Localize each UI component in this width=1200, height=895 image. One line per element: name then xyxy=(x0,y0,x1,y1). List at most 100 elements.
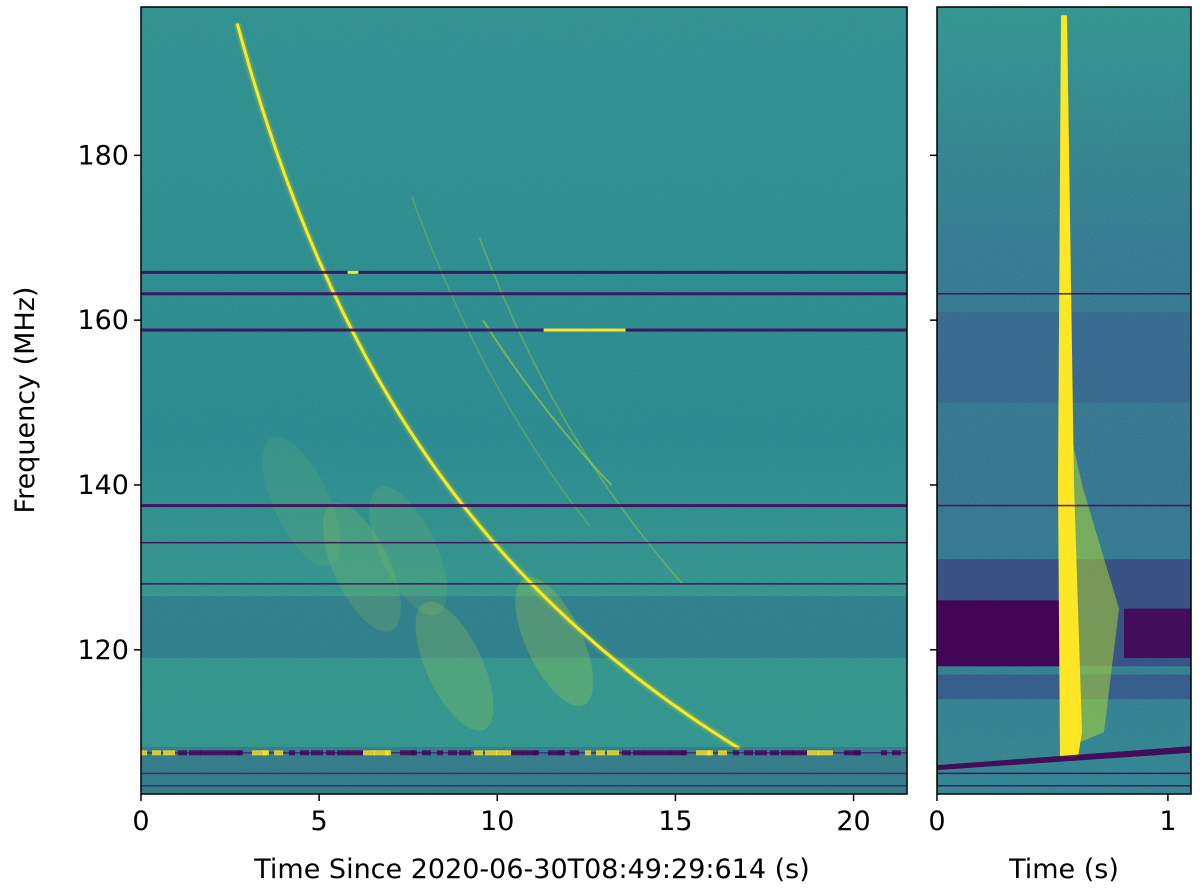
rfi-bottom-pixel xyxy=(755,750,767,756)
faint-sweep xyxy=(410,196,591,527)
rfi-bottom-pixel xyxy=(670,750,685,756)
rfi-bottom-pixel xyxy=(237,750,243,756)
rfi-bottom-pixel xyxy=(892,750,901,756)
scintillation-patch xyxy=(262,436,341,566)
rfi-line xyxy=(141,328,907,332)
rfi-bottom-pixel xyxy=(178,750,187,756)
rfi-bottom-pixel xyxy=(411,750,417,756)
spectrum-noise xyxy=(141,7,907,794)
rfi-bottom-pixel xyxy=(215,750,227,756)
rfi-bottom-pixel xyxy=(844,750,859,756)
y-tick-label: 140 xyxy=(77,470,129,501)
x-tick-label: 10 xyxy=(480,806,514,837)
rfi-bottom-pixel xyxy=(459,750,471,756)
rfi-bottom-pixel xyxy=(152,750,161,756)
rfi-bottom-pixel xyxy=(596,750,605,756)
rfi-bottom-pixel xyxy=(363,750,375,756)
right-rfi-slant xyxy=(937,746,1191,771)
right-rfi-line xyxy=(937,772,1191,775)
scintillation-patch xyxy=(515,577,594,707)
rfi-bottom-pixel xyxy=(718,750,727,756)
rfi-bottom-pixel xyxy=(696,750,711,756)
rfi-bottom-pixel xyxy=(607,750,619,756)
rfi-bright-segment xyxy=(347,270,359,274)
rfi-line xyxy=(141,785,907,787)
x-tick-label: 15 xyxy=(658,806,692,837)
rfi-bottom-pixel xyxy=(437,750,443,756)
rfi-bottom-pixel xyxy=(485,750,497,756)
y-axis-label: Frequency (MHz) xyxy=(10,287,41,514)
rfi-bottom-pixel xyxy=(474,750,483,756)
rfi-bottom-pixel xyxy=(533,750,539,756)
x-tick-label: 0 xyxy=(132,806,149,837)
x-axis-label: Time Since 2020-06-30T08:49:29:614 (s) xyxy=(253,854,809,885)
x-tick-label: 20 xyxy=(836,806,870,837)
rfi-bottom-pixel xyxy=(792,750,807,756)
scintillation-patch xyxy=(415,601,494,731)
rfi-bottom-pixel xyxy=(422,750,431,756)
rfi-bottom-pixel xyxy=(289,750,295,756)
rfi-bottom-pixel xyxy=(163,750,175,756)
x-tick-label: 5 xyxy=(311,806,328,837)
rfi-line xyxy=(141,504,907,508)
rfi-bottom-pixel xyxy=(385,750,391,756)
rfi-line xyxy=(141,292,907,296)
y-tick-label: 120 xyxy=(77,635,129,666)
rfi-bottom-pixel xyxy=(522,750,537,756)
rfi-bottom-pixel xyxy=(881,750,887,756)
dark-band-right xyxy=(1124,608,1191,659)
rfi-bottom-pixel xyxy=(348,750,363,756)
rfi-bottom-pixel xyxy=(585,750,591,756)
rfi-bottom-pixel xyxy=(644,750,659,756)
rfi-bottom-pixel xyxy=(781,750,793,756)
rfi-bottom-pixel xyxy=(274,750,283,756)
rfi-bottom-pixel xyxy=(496,750,511,756)
rfi-bottom-pixel xyxy=(807,750,819,756)
right-rfi-line xyxy=(937,504,1191,507)
rfi-line xyxy=(141,541,907,544)
faint-sweep xyxy=(482,319,612,486)
scintillation-patch xyxy=(322,502,401,632)
right-rfi-line xyxy=(937,292,1191,295)
rfi-line xyxy=(141,583,907,585)
rfi-bottom-pixel xyxy=(511,750,523,756)
rfi-bottom-pixel xyxy=(559,750,565,756)
rfi-bottom-pixel xyxy=(189,750,201,756)
right-x-tick-label: 1 xyxy=(1159,806,1176,837)
right-x-axis-label: Time (s) xyxy=(1008,854,1119,885)
dedispersed-panel xyxy=(937,7,1191,794)
rfi-bottom-pixel xyxy=(374,750,389,756)
dark-band-left xyxy=(937,600,1064,667)
rfi-bottom-pixel xyxy=(622,750,631,756)
y-tick-label: 180 xyxy=(77,140,129,171)
faint-sweep xyxy=(478,237,684,585)
rfi-bottom-pixel xyxy=(226,750,241,756)
rfi-bottom-pixel xyxy=(337,750,349,756)
rfi-bottom-pixel xyxy=(263,750,269,756)
rfi-bottom-pixel xyxy=(633,750,645,756)
rfi-bottom-pixel xyxy=(141,750,147,756)
rfi-bottom-pixel xyxy=(818,750,833,756)
rfi-bottom-pixel xyxy=(448,750,457,756)
rfi-bottom-pixel xyxy=(659,750,671,756)
rfi-bottom-pixel xyxy=(570,750,579,756)
rfi-line xyxy=(141,270,907,274)
burst-sweep xyxy=(235,23,741,750)
rfi-bottom-pixel xyxy=(200,750,215,756)
rfi-bottom-pixel xyxy=(707,750,713,756)
rfi-bright-segment xyxy=(543,328,626,332)
rfi-bottom-pixel xyxy=(770,750,779,756)
rfi-bottom-pixel xyxy=(548,750,563,756)
right-x-tick-label: 0 xyxy=(928,806,945,837)
dynamic-spectrum-panel xyxy=(141,7,907,794)
rfi-bottom-pixel xyxy=(326,750,335,756)
rfi-bottom-pixel xyxy=(300,750,309,756)
dark-band xyxy=(141,596,907,659)
rfi-bottom-pixel xyxy=(681,750,687,756)
dedispersed-pulse xyxy=(1058,15,1082,757)
right-rfi-line xyxy=(937,784,1191,787)
y-tick-label: 160 xyxy=(77,305,129,336)
rfi-bottom-pixel xyxy=(855,750,861,756)
rfi-bottom-pixel xyxy=(744,750,753,756)
